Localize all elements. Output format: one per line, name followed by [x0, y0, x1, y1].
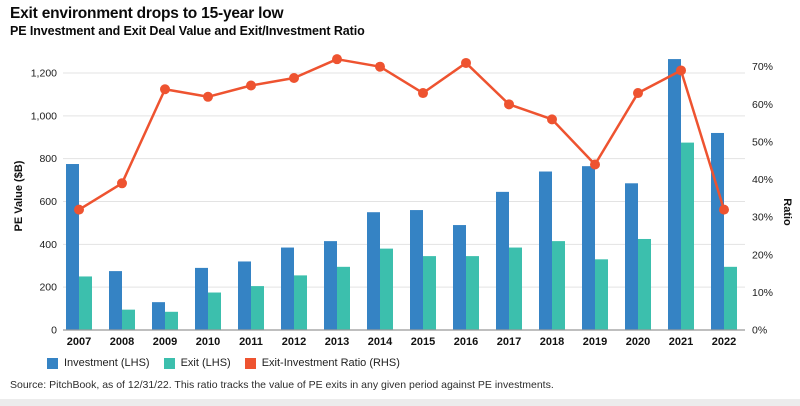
bar-investment-2016 — [453, 225, 466, 330]
right-tick-10%: 10% — [752, 287, 773, 299]
bar-exit-2012 — [294, 275, 307, 330]
bar-exit-2021 — [681, 142, 694, 330]
right-tick-70%: 70% — [752, 61, 773, 73]
chart-legend: Investment (LHS) Exit (LHS) Exit-Investm… — [47, 357, 400, 369]
ratio-line — [78, 57, 726, 211]
ratio-dot-2019 — [590, 159, 600, 170]
bar-exit-2007 — [79, 276, 92, 330]
bar-exit-2015 — [423, 256, 436, 330]
x-tick-2022: 2022 — [712, 336, 736, 348]
legend-item-exit: Exit (LHS) — [163, 357, 231, 369]
legend-swatch-investment-icon — [47, 357, 58, 369]
bar-exit-2009 — [165, 311, 178, 330]
bar-exit-2020 — [638, 238, 651, 330]
x-tick-2011: 2011 — [239, 336, 263, 348]
right-tick-60%: 60% — [752, 99, 773, 111]
bar-exit-2017 — [509, 247, 522, 330]
ratio-dot-2011 — [246, 80, 256, 91]
chart-title: Exit environment drops to 15-year low — [10, 5, 284, 22]
ratio-dot-2016 — [461, 57, 471, 68]
bar-investment-2014 — [367, 212, 380, 330]
ratio-dot-2017 — [504, 99, 514, 110]
x-tick-2008: 2008 — [110, 336, 134, 348]
bar-exit-2016 — [466, 256, 479, 330]
ratio-dot-2015 — [418, 88, 428, 99]
left-tick-1,000: 1,000 — [31, 110, 57, 122]
left-tick-600: 600 — [39, 196, 57, 208]
ratio-dot-2021 — [676, 65, 686, 76]
legend-label-ratio: Exit-Investment Ratio (RHS) — [261, 357, 400, 369]
bar-investment-2007 — [66, 164, 79, 330]
ratio-dot-2010 — [203, 91, 213, 102]
ratio-dot-2020 — [633, 88, 643, 99]
right-axis-title: Ratio — [781, 198, 793, 226]
legend-swatch-ratio-icon — [244, 357, 256, 369]
bar-investment-2012 — [281, 247, 294, 330]
bar-exit-2011 — [251, 286, 264, 330]
bar-investment-2015 — [410, 210, 423, 330]
right-tick-0%: 0% — [752, 325, 767, 337]
x-tick-2020: 2020 — [626, 336, 650, 348]
bar-exit-2013 — [337, 266, 350, 330]
x-tick-2017: 2017 — [497, 336, 521, 348]
bar-exit-2008 — [122, 309, 135, 330]
bar-exit-2022 — [724, 266, 737, 330]
bar-investment-2008 — [109, 271, 122, 330]
x-tick-2007: 2007 — [67, 336, 91, 348]
left-tick-0: 0 — [51, 325, 57, 337]
left-tick-1,200: 1,200 — [31, 68, 57, 80]
legend-swatch-exit-icon — [163, 357, 175, 369]
ratio-dot-2012 — [289, 72, 299, 83]
source-note: Source: PitchBook, as of 12/31/22. This … — [10, 379, 554, 391]
ratio-dot-2009 — [160, 84, 170, 95]
left-tick-200: 200 — [39, 282, 57, 294]
x-tick-2010: 2010 — [196, 336, 220, 348]
bottom-divider — [0, 399, 800, 406]
x-tick-2021: 2021 — [669, 336, 693, 348]
legend-item-ratio: Exit-Investment Ratio (RHS) — [244, 357, 400, 369]
bar-investment-2019 — [582, 166, 595, 330]
x-tick-2015: 2015 — [411, 336, 435, 348]
bar-investment-2009 — [152, 302, 165, 330]
legend-label-investment: Investment (LHS) — [64, 357, 150, 369]
combo-chart: 0 200 400 600 800 1,000 1,200 0% 10% 20% 30% 40% 50%… — [31, 54, 773, 348]
bar-investment-2013 — [324, 241, 337, 330]
x-tick-2012: 2012 — [282, 336, 306, 348]
ratio-dot-2008 — [117, 178, 127, 189]
bar-investment-2010 — [195, 267, 208, 330]
bar-exit-2019 — [595, 259, 608, 330]
right-tick-50%: 50% — [752, 136, 773, 148]
bar-exit-2010 — [208, 292, 221, 330]
x-tick-2014: 2014 — [368, 336, 393, 348]
bar-investment-2018 — [539, 171, 552, 330]
bar-investment-2020 — [625, 183, 638, 330]
right-tick-40%: 40% — [752, 174, 773, 186]
bar-exit-2014 — [380, 248, 393, 330]
bar-investment-2017 — [496, 191, 509, 330]
legend-label-exit: Exit (LHS) — [180, 357, 231, 369]
left-tick-800: 800 — [39, 153, 57, 165]
bar-investment-2021 — [668, 59, 681, 331]
ratio-dot-2007 — [74, 204, 84, 215]
left-tick-400: 400 — [39, 239, 57, 251]
bar-investment-2011 — [238, 261, 251, 330]
x-tick-2019: 2019 — [583, 336, 607, 348]
ratio-dot-2022 — [719, 204, 729, 215]
right-tick-20%: 20% — [752, 249, 773, 261]
legend-item-investment: Investment (LHS) — [47, 357, 150, 369]
bar-exit-2018 — [552, 241, 565, 330]
left-axis-title: PE Value ($B) — [13, 160, 25, 232]
chart-subtitle: PE Investment and Exit Deal Value and Ex… — [10, 24, 365, 38]
right-tick-30%: 30% — [752, 212, 773, 224]
x-tick-2016: 2016 — [454, 336, 478, 348]
ratio-dot-2014 — [375, 61, 385, 72]
ratio-dot-2013 — [332, 54, 342, 65]
ratio-dot-2018 — [547, 114, 557, 125]
bar-investment-2022 — [711, 132, 724, 330]
x-tick-2009: 2009 — [153, 336, 177, 348]
x-tick-2013: 2013 — [325, 336, 349, 348]
x-tick-2018: 2018 — [540, 336, 564, 348]
